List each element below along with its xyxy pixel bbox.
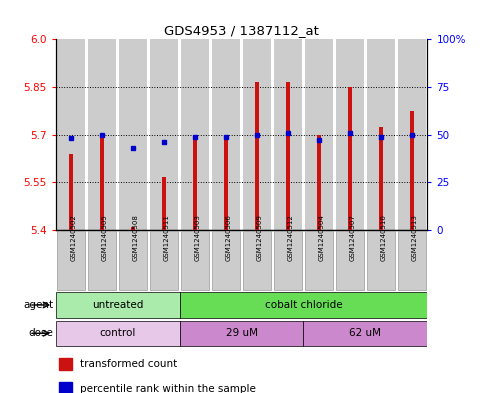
Bar	[59, 382, 72, 393]
Bar	[410, 111, 414, 230]
Bar	[181, 39, 209, 230]
Bar	[305, 39, 333, 230]
FancyBboxPatch shape	[150, 231, 178, 290]
FancyBboxPatch shape	[303, 321, 427, 346]
Text: GSM1240503: GSM1240503	[195, 214, 201, 261]
FancyBboxPatch shape	[336, 231, 364, 290]
Bar	[119, 39, 147, 230]
Text: GSM1240505: GSM1240505	[102, 214, 108, 261]
Bar	[367, 39, 395, 230]
Text: 29 uM: 29 uM	[226, 328, 257, 338]
FancyBboxPatch shape	[57, 231, 85, 290]
FancyBboxPatch shape	[88, 231, 116, 290]
FancyBboxPatch shape	[180, 321, 303, 346]
Bar	[317, 134, 321, 230]
Bar	[162, 178, 166, 230]
Text: dose: dose	[28, 328, 53, 338]
Text: GSM1240502: GSM1240502	[71, 214, 77, 261]
Bar	[336, 39, 364, 230]
FancyBboxPatch shape	[181, 231, 209, 290]
Bar	[69, 154, 73, 230]
FancyBboxPatch shape	[398, 231, 426, 290]
Text: agent: agent	[23, 300, 53, 310]
Text: GSM1240512: GSM1240512	[288, 214, 294, 261]
Title: GDS4953 / 1387112_at: GDS4953 / 1387112_at	[164, 24, 319, 37]
Bar	[193, 134, 197, 230]
FancyBboxPatch shape	[243, 231, 271, 290]
Bar	[150, 39, 178, 230]
Text: percentile rank within the sample: percentile rank within the sample	[80, 384, 256, 393]
Bar	[379, 127, 383, 230]
Bar	[348, 87, 352, 230]
Text: GSM1240508: GSM1240508	[133, 214, 139, 261]
Bar	[286, 82, 290, 230]
FancyBboxPatch shape	[274, 231, 302, 290]
Bar	[224, 134, 228, 230]
Text: GSM1240510: GSM1240510	[381, 214, 387, 261]
Text: GSM1240511: GSM1240511	[164, 214, 170, 261]
Text: GSM1240509: GSM1240509	[257, 214, 263, 261]
Bar	[243, 39, 271, 230]
Bar	[57, 39, 85, 230]
FancyBboxPatch shape	[367, 231, 395, 290]
Bar	[398, 39, 426, 230]
Text: GSM1240504: GSM1240504	[319, 214, 325, 261]
Text: transformed count: transformed count	[80, 359, 177, 369]
Text: untreated: untreated	[92, 300, 143, 310]
Bar	[131, 227, 135, 230]
Bar	[100, 134, 104, 230]
Bar	[88, 39, 116, 230]
Bar	[212, 39, 240, 230]
FancyBboxPatch shape	[180, 292, 427, 318]
FancyBboxPatch shape	[56, 292, 180, 318]
Bar	[59, 358, 72, 371]
Text: cobalt chloride: cobalt chloride	[265, 300, 342, 310]
Text: 62 uM: 62 uM	[350, 328, 382, 338]
Bar	[255, 82, 259, 230]
FancyBboxPatch shape	[212, 231, 240, 290]
FancyBboxPatch shape	[119, 231, 147, 290]
FancyBboxPatch shape	[56, 321, 180, 346]
Text: GSM1240507: GSM1240507	[350, 214, 356, 261]
Bar	[274, 39, 302, 230]
Text: control: control	[99, 328, 136, 338]
Text: GSM1240513: GSM1240513	[412, 214, 418, 261]
Text: GSM1240506: GSM1240506	[226, 214, 232, 261]
FancyBboxPatch shape	[305, 231, 333, 290]
